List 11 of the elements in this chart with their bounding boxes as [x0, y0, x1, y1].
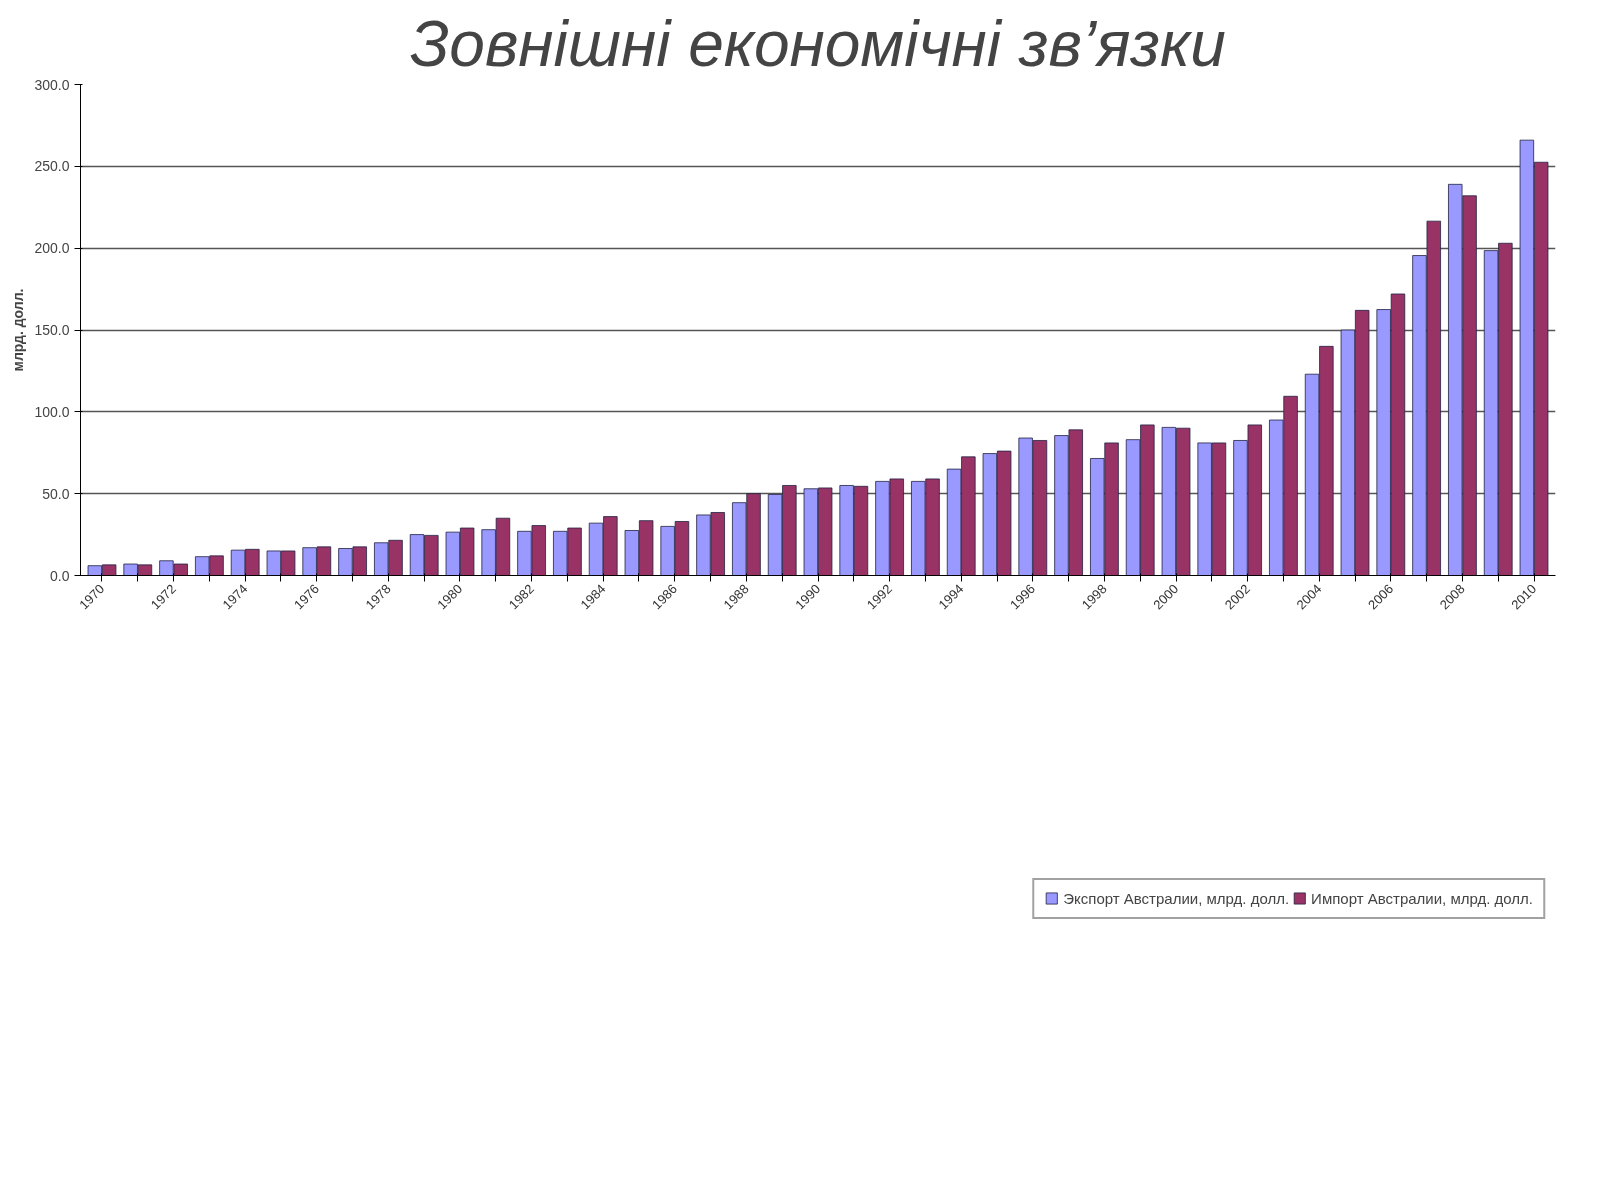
y-tick-label: 0.0 [50, 567, 70, 584]
y-tick-label: 300.0 [34, 76, 70, 93]
legend-label: Экспорт Австралии, млрд. долл. [1063, 889, 1290, 907]
chart-title: Зовнішні економічні зв’язки [410, 7, 1226, 80]
legend-label: Импорт Австралии, млрд. долл. [1311, 889, 1533, 907]
y-tick-label: 150.0 [34, 322, 70, 338]
y-tick-label: 50.0 [42, 485, 70, 502]
y-tick-label: 200.0 [34, 240, 70, 257]
y-axis-title: млрд. долл. [10, 288, 27, 372]
y-tick-label: 100.0 [34, 403, 70, 420]
y-tick-label: 250.0 [34, 158, 70, 175]
